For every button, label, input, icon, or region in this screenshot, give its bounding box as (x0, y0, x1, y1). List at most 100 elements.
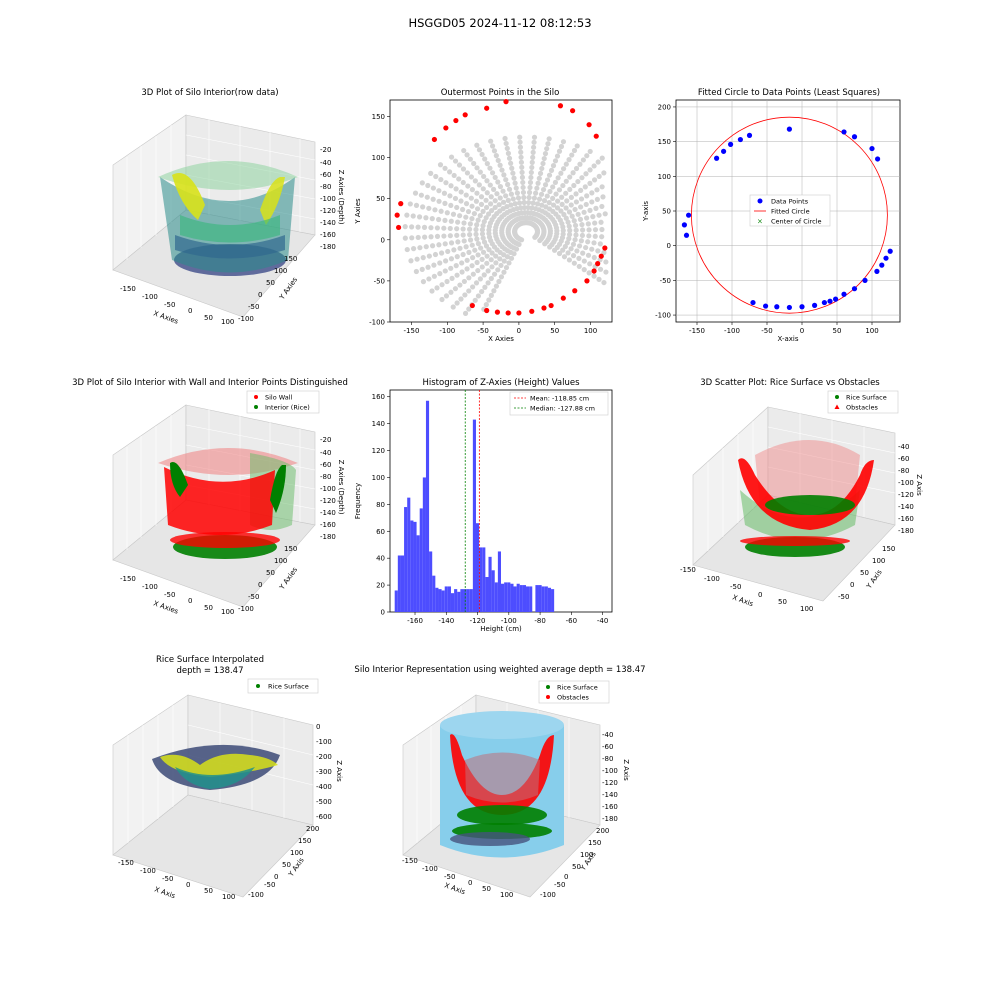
silo-point (572, 222, 579, 229)
silo-point (519, 164, 525, 170)
x-tick-label: -50 (477, 327, 488, 335)
svg-text:50: 50 (282, 861, 291, 869)
svg-text:0: 0 (316, 723, 320, 731)
silo-point (431, 262, 437, 268)
svg-text:0: 0 (564, 873, 568, 881)
silo-point (527, 184, 533, 191)
silo-point (437, 271, 443, 277)
silo-point (493, 260, 499, 266)
legend-label: Mean: -118.85 cm (530, 395, 589, 403)
x-tick-label: -140 (438, 617, 454, 625)
panel-silo-representation: Silo Interior Representation using weigh… (350, 665, 650, 915)
x-axis-label: X Axis (443, 881, 466, 896)
svg-text:-80: -80 (898, 467, 909, 475)
silo-point (553, 191, 559, 197)
svg-text:-80: -80 (602, 755, 613, 763)
silo-point (503, 193, 509, 199)
silo-point (546, 172, 553, 178)
silo-point (554, 153, 561, 159)
histogram-bar (547, 587, 552, 612)
histogram-bar (526, 586, 530, 612)
silo-point (591, 163, 597, 169)
y-axis-ticks: -100 -50 0 50 100 150 200 (655, 103, 676, 320)
svg-text:-60: -60 (898, 455, 909, 463)
silo-point (424, 194, 430, 200)
silo-point (488, 201, 494, 207)
silo-point (514, 190, 520, 196)
x-axis-label: X Axies (152, 309, 179, 325)
silo-point (502, 135, 508, 142)
silo-point (575, 178, 581, 185)
silo-point (516, 241, 522, 248)
silo-point (486, 297, 492, 303)
outer-point (395, 224, 402, 231)
svg-text:100: 100 (800, 605, 813, 613)
silo-point (476, 147, 483, 153)
silo-point (576, 243, 583, 249)
silo-point (558, 170, 564, 176)
silo-point (487, 182, 493, 188)
silo-point (540, 160, 546, 167)
silo-point (447, 169, 453, 175)
svg-text:-40: -40 (320, 159, 331, 167)
silo-point (541, 155, 547, 162)
silo-point (438, 176, 444, 183)
silo-point (483, 243, 490, 249)
silo-point (529, 164, 535, 171)
silo-point (576, 263, 582, 270)
histogram-bar (538, 585, 542, 612)
outer-point (586, 122, 592, 128)
silo-point (545, 141, 551, 147)
silo-point (573, 227, 579, 233)
svg-text:-60: -60 (602, 743, 613, 751)
silo-point (599, 184, 605, 190)
x-tick-label: -60 (566, 617, 577, 625)
silo-point (415, 224, 421, 230)
histogram-bar (447, 586, 451, 612)
silo-point (480, 223, 486, 229)
x-tick-label: -120 (470, 617, 486, 625)
svg-text:50: 50 (266, 569, 275, 577)
svg-text:-150: -150 (402, 857, 418, 865)
data-point (841, 291, 847, 297)
svg-text:-40: -40 (602, 731, 613, 739)
histogram-bar (469, 589, 473, 612)
panel-title: Fitted Circle to Data Points (Least Squa… (697, 88, 881, 98)
silo-point (442, 165, 448, 171)
data-point (862, 277, 868, 283)
silo-point (428, 225, 434, 231)
legend-label: Rice Surface (268, 683, 309, 691)
y-axis-ticks: 0 20 40 60 80 100 120 140 160 (372, 393, 390, 617)
histogram-bar (501, 583, 505, 612)
silo-point (601, 249, 607, 256)
svg-text:-50: -50 (264, 881, 275, 889)
silo-point (587, 180, 593, 186)
silo-point (468, 195, 474, 201)
legend: Data Points Fitted Circle × Center of Ci… (749, 194, 831, 227)
silo-point (457, 213, 463, 219)
silo-point (567, 227, 573, 233)
y-tick-label: 60 (376, 528, 385, 536)
silo-point (460, 232, 466, 238)
legend-label: Rice Surface (846, 394, 887, 402)
silo-point (586, 233, 592, 239)
histogram-bar (429, 551, 433, 612)
silo-point (584, 215, 590, 221)
silo-point (552, 158, 559, 164)
silo-point (538, 191, 545, 197)
svg-text:-400: -400 (316, 783, 332, 791)
silo-point (414, 256, 420, 262)
silo-point (478, 245, 484, 251)
histogram-bar (422, 477, 426, 612)
data-point (874, 268, 880, 274)
outer-point (469, 302, 475, 309)
silo-point (597, 266, 604, 272)
svg-text:100: 100 (221, 318, 234, 326)
histogram-bar (507, 582, 511, 612)
outer-point (548, 302, 554, 309)
silo-point (452, 195, 459, 202)
silo-point (442, 258, 449, 264)
silo-point (452, 286, 459, 292)
silo-point (463, 201, 470, 207)
silo-point (420, 255, 426, 261)
